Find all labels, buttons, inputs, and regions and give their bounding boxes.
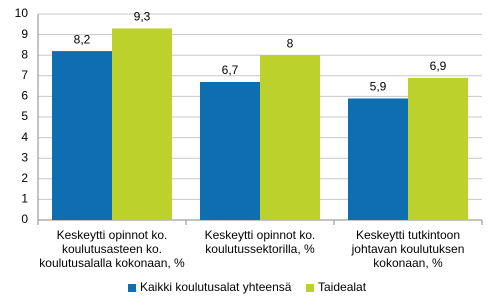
y-tick-label: 5 <box>21 109 28 123</box>
value-label: 8,2 <box>74 32 91 46</box>
y-tick-label: 8 <box>21 47 28 61</box>
y-tick-label: 6 <box>21 89 28 103</box>
bar <box>200 81 260 220</box>
bar <box>348 98 408 220</box>
bar <box>408 77 468 220</box>
y-tick-label: 9 <box>21 27 28 41</box>
y-tick-label: 10 <box>15 6 29 20</box>
x-tick-label: Keskeytti opinnot ko. koulutussektorilla… <box>204 228 316 256</box>
legend-label: Taidealat <box>318 280 367 294</box>
value-label: 6,9 <box>430 59 447 73</box>
value-label: 8 <box>287 36 294 50</box>
bar <box>260 55 320 221</box>
y-tick-label: 3 <box>21 150 28 164</box>
x-tick-label: Keskeytti tutkintoon johtavan koulutukse… <box>351 228 465 270</box>
bar <box>52 51 112 220</box>
legend-swatch <box>306 284 314 292</box>
y-tick-label: 7 <box>21 68 28 82</box>
bar <box>112 28 172 221</box>
legend-swatch <box>128 284 136 292</box>
y-tick-label: 4 <box>21 130 28 144</box>
value-label: 5,9 <box>370 80 387 94</box>
x-tick-label: Keskeytti opinnot ko. koulutusasteen ko.… <box>39 228 185 270</box>
value-label: 6,7 <box>222 63 239 77</box>
value-label: 9,3 <box>134 10 151 24</box>
legend-label: Kaikki koulutusalat yhteensä <box>140 280 292 294</box>
y-tick-label: 0 <box>21 212 28 226</box>
y-tick-label: 1 <box>21 192 28 206</box>
y-tick-label: 2 <box>21 171 28 185</box>
